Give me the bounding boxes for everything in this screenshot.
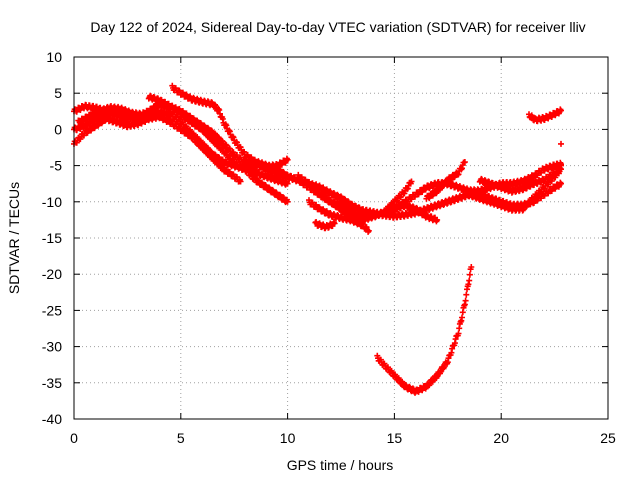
point-markers bbox=[476, 161, 564, 196]
grid-lines bbox=[74, 57, 608, 419]
x-tick-label: 0 bbox=[70, 430, 78, 446]
y-tick-label: 10 bbox=[46, 49, 62, 65]
tick-labels: 0 5 10 15 20 25 10 5 0 -5 -10 -15 -20 -25 -30 -35 -40 bbox=[42, 49, 616, 446]
x-tick-label: 5 bbox=[177, 430, 185, 446]
point-markers bbox=[306, 197, 372, 235]
y-tick-label: 0 bbox=[54, 121, 62, 137]
y-tick-label: 5 bbox=[54, 85, 62, 101]
point-markers bbox=[466, 165, 564, 214]
y-tick-label: -10 bbox=[42, 194, 62, 210]
series-track-n bbox=[466, 165, 564, 214]
point-markers bbox=[526, 106, 564, 125]
series-track-o bbox=[476, 161, 564, 196]
series-track-d bbox=[75, 103, 146, 126]
point-markers bbox=[391, 159, 564, 212]
series-track-l bbox=[391, 159, 564, 212]
x-tick-label: 10 bbox=[280, 430, 296, 446]
series-track-j bbox=[312, 219, 338, 232]
series-track-p bbox=[526, 106, 564, 125]
point-markers bbox=[312, 219, 338, 232]
y-tick-label: -35 bbox=[42, 375, 62, 391]
point-markers bbox=[75, 103, 146, 126]
y-tick-label: -15 bbox=[42, 230, 62, 246]
x-tick-label: 25 bbox=[600, 430, 616, 446]
series-track-m bbox=[423, 159, 468, 202]
y-tick-label: -25 bbox=[42, 302, 62, 318]
y-axis-label: SDTVAR / TECUs bbox=[6, 182, 22, 294]
tick-marks bbox=[73, 56, 609, 420]
series-track-r bbox=[374, 264, 475, 396]
x-tick-label: 20 bbox=[493, 430, 509, 446]
y-tick-label: -40 bbox=[42, 411, 62, 427]
chart-title: Day 122 of 2024, Sidereal Day-to-day VTE… bbox=[90, 19, 585, 35]
y-tick-label: -5 bbox=[50, 158, 63, 174]
point-markers bbox=[374, 264, 475, 396]
series-track-i bbox=[306, 197, 372, 235]
data-points bbox=[71, 82, 564, 396]
x-tick-label: 15 bbox=[387, 430, 403, 446]
point-markers bbox=[558, 140, 564, 147]
x-axis-label: GPS time / hours bbox=[287, 457, 394, 473]
y-tick-label: -30 bbox=[42, 339, 62, 355]
y-tick-label: -20 bbox=[42, 266, 62, 282]
series-track-q bbox=[558, 140, 564, 147]
point-markers bbox=[423, 159, 468, 202]
plot-frame bbox=[73, 56, 609, 420]
